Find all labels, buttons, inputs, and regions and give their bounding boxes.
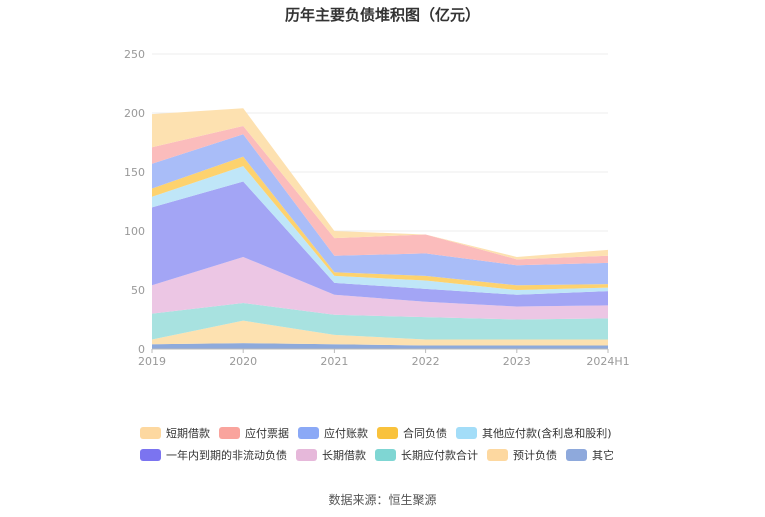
legend-row-2: 一年内到期的非流动负债 长期借款 长期应付款合计 预计负债 其它 [140, 444, 640, 466]
y-tick-label: 0 [138, 343, 145, 356]
legend-swatch [219, 427, 240, 439]
area-应付票据 [152, 125, 608, 266]
area-其它 [152, 343, 608, 349]
area-其他应付款(含利息和股利) [152, 166, 608, 295]
legend-item[interactable]: 预计负债 [487, 447, 557, 463]
legend-swatch [140, 449, 161, 461]
legend: 短期借款 应付票据 应付账款 合同负债 其他应付款(含利息和股利) 一年内到期的… [140, 422, 640, 466]
axes: 0 50 100 150 200 250 2019 2020 2021 2022 2023 2024H… [124, 48, 630, 368]
legend-item[interactable]: 一年内到期的非流动负债 [140, 447, 287, 463]
area-series [152, 108, 608, 349]
legend-item[interactable]: 长期借款 [296, 447, 366, 463]
legend-swatch [377, 427, 398, 439]
legend-label: 预计负债 [513, 449, 557, 462]
legend-label: 短期借款 [166, 427, 210, 440]
area-合同负债 [152, 156, 608, 290]
legend-label: 一年内到期的非流动负债 [166, 449, 287, 462]
data-source: 数据来源：恒生聚源 [328, 493, 437, 507]
area-长期借款 [152, 256, 608, 320]
x-tick-label: 2019 [138, 355, 166, 368]
y-tick-label: 200 [124, 107, 145, 120]
legend-item[interactable]: 应付账款 [298, 425, 368, 441]
legend-item[interactable]: 应付票据 [219, 425, 289, 441]
legend-label: 其它 [592, 449, 614, 462]
y-tick-label: 250 [124, 48, 145, 61]
legend-item[interactable]: 短期借款 [140, 425, 210, 441]
x-tick-label: 2023 [503, 355, 531, 368]
legend-label: 其他应付款(含利息和股利) [482, 427, 612, 440]
area-短期借款 [152, 108, 608, 260]
y-tick-label: 150 [124, 166, 145, 179]
legend-label: 长期应付款合计 [401, 449, 478, 462]
legend-swatch [487, 449, 508, 461]
legend-item[interactable]: 长期应付款合计 [375, 447, 478, 463]
legend-label: 应付账款 [324, 427, 368, 440]
chart-title: 历年主要负债堆积图（亿元） [284, 6, 480, 24]
y-tick-label: 100 [124, 225, 145, 238]
x-tick-label: 2021 [320, 355, 348, 368]
area-预计负债 [152, 320, 608, 346]
legend-item[interactable]: 其它 [566, 447, 614, 463]
area-应付账款 [152, 134, 608, 286]
x-tick-label: 2020 [229, 355, 257, 368]
legend-item[interactable]: 其他应付款(含利息和股利) [456, 425, 612, 441]
y-tick-label: 50 [131, 284, 145, 297]
area-一年内到期的非流动负债 [152, 181, 608, 307]
legend-swatch [140, 427, 161, 439]
legend-label: 应付票据 [245, 427, 289, 440]
legend-swatch [566, 449, 587, 461]
x-tick-label: 2024H1 [586, 355, 629, 368]
legend-swatch [375, 449, 396, 461]
legend-label: 合同负债 [403, 427, 447, 440]
area-长期应付款合计 [152, 302, 608, 340]
legend-row-1: 短期借款 应付票据 应付账款 合同负债 其他应付款(含利息和股利) [140, 422, 640, 444]
stacked-area-chart: 0 50 100 150 200 250 2019 2020 2021 2022 2023 2024H… [124, 48, 630, 368]
legend-swatch [296, 449, 317, 461]
legend-item[interactable]: 合同负债 [377, 425, 447, 441]
legend-swatch [456, 427, 477, 439]
legend-label: 长期借款 [322, 449, 366, 462]
legend-swatch [298, 427, 319, 439]
x-tick-label: 2022 [412, 355, 440, 368]
